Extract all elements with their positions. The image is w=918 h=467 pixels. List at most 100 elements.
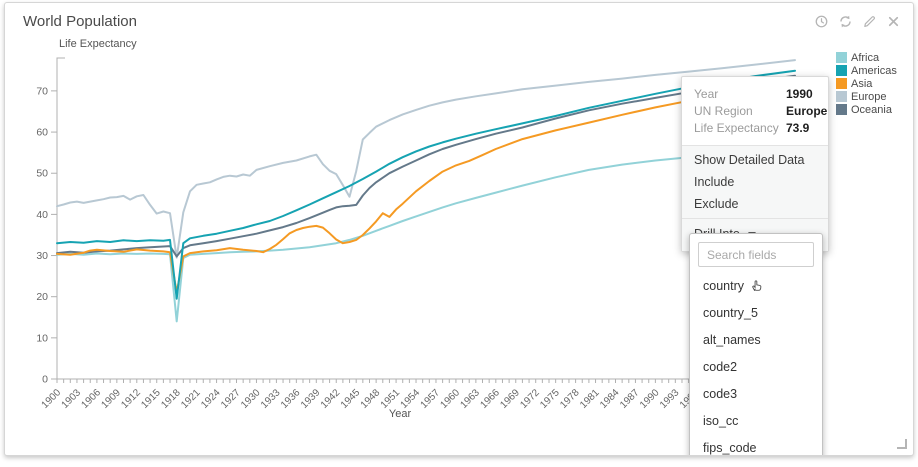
search-fields-input[interactable]: [698, 242, 814, 267]
field-label: country_5: [703, 306, 758, 320]
context-menu-popup: Year 1990 UN Region Europe Life Expectancy 73…: [681, 76, 829, 252]
tooltip-field-label: Life Expectancy: [694, 121, 779, 135]
legend-item-americas[interactable]: Americas: [836, 64, 897, 77]
field-item-country_5[interactable]: country_5: [690, 300, 822, 327]
y-axis: [56, 57, 65, 379]
legend-label: Oceania: [851, 103, 892, 116]
field-label: code3: [703, 387, 738, 401]
x-tick-label: 1984: [598, 387, 622, 411]
x-tick-label: 1900: [40, 387, 64, 411]
datapoint-tooltip: Year 1990 UN Region Europe Life Expectancy 73…: [682, 77, 828, 145]
x-tick-label: 1981: [578, 387, 602, 411]
x-tick-label: 1933: [259, 387, 283, 411]
x-tick-label: 1921: [179, 387, 203, 411]
series-line-oceania[interactable]: [56, 74, 796, 258]
x-tick-label: 1963: [458, 387, 482, 411]
y-tick-label: 70: [36, 85, 48, 97]
x-tick-label: 1936: [279, 387, 303, 411]
legend-label: Africa: [851, 51, 880, 64]
x-tick-label: 1903: [60, 387, 84, 411]
y-tick-label: 50: [36, 168, 48, 180]
tooltip-row: Year 1990: [694, 86, 816, 103]
resize-handle-icon[interactable]: [897, 439, 907, 449]
series-line-africa[interactable]: [56, 144, 796, 323]
x-tick-label: 1912: [119, 387, 143, 411]
field-item-country[interactable]: country: [690, 273, 822, 300]
x-tick-label: 1987: [618, 387, 642, 411]
x-tick-label: 1942: [319, 387, 343, 411]
x-axis-title: Year: [388, 408, 412, 420]
y-axis-title: Life Expectancy: [59, 38, 137, 50]
widget-toolbar: [814, 14, 901, 29]
legend-swatch-icon: [836, 65, 847, 76]
legend-label: Europe: [851, 90, 887, 103]
legend-label: Americas: [851, 64, 897, 77]
tooltip-row: UN Region Europe: [694, 103, 827, 120]
tooltip-field-value: 1990: [786, 87, 813, 101]
legend-swatch-icon: [836, 78, 847, 89]
x-tick-label: 1975: [538, 387, 562, 411]
y-tick-label: 30: [36, 250, 48, 262]
x-tick-label: 1990: [638, 387, 662, 411]
x-tick-label: 1918: [159, 387, 183, 411]
history-icon[interactable]: [814, 14, 829, 29]
x-tick-label: 1993: [658, 387, 682, 411]
field-label: code2: [703, 360, 738, 374]
x-tick-label: 1972: [518, 387, 542, 411]
field-item-iso_cc[interactable]: iso_cc: [690, 408, 822, 435]
legend-item-asia[interactable]: Asia: [836, 77, 897, 90]
x-tick-label: 1909: [99, 387, 123, 411]
legend-label: Asia: [851, 77, 873, 90]
x-tick-label: 1939: [299, 387, 323, 411]
y-tick-label: 20: [36, 291, 48, 303]
drill-field-dropdown: country country_5 alt_names code2 code3 iso_c…: [689, 233, 823, 455]
legend-swatch-icon: [836, 91, 847, 102]
x-tick-label: 1930: [239, 387, 263, 411]
x-tick-label: 1906: [80, 387, 104, 411]
field-label: country: [703, 279, 744, 293]
x-tick-label: 1966: [478, 387, 502, 411]
hand-cursor-icon: [752, 280, 762, 291]
menu-item-show-detailed-data[interactable]: Show Detailed Data: [694, 153, 805, 167]
y-tick-label: 0: [42, 374, 48, 386]
field-list: country country_5 alt_names code2 code3 iso_c…: [690, 273, 822, 455]
tooltip-row: Life Expectancy 73.9: [694, 120, 816, 137]
legend-swatch-icon: [836, 52, 847, 63]
field-item-code3[interactable]: code3: [690, 381, 822, 408]
line-chart[interactable]: 0102030405060701900190319061909191219151…: [5, 3, 913, 455]
field-label: alt_names: [703, 333, 761, 347]
y-tick-label: 60: [36, 127, 48, 139]
field-label: fips_code: [703, 441, 757, 455]
tooltip-field-value: Europe: [786, 104, 828, 118]
x-tick-label: 1915: [139, 387, 163, 411]
field-item-fips_code[interactable]: fips_code: [690, 435, 822, 455]
tooltip-field-label: Year: [694, 87, 719, 101]
x-tick-label: 1927: [219, 387, 243, 411]
edit-icon[interactable]: [862, 14, 877, 29]
refresh-icon[interactable]: [838, 14, 853, 29]
field-item-code2[interactable]: code2: [690, 354, 822, 381]
series-line-americas[interactable]: [56, 69, 796, 300]
menu-item-include[interactable]: Include: [694, 175, 735, 189]
page-title: World Population: [23, 13, 137, 30]
legend-swatch-icon: [836, 104, 847, 115]
field-item-alt_names[interactable]: alt_names: [690, 327, 822, 354]
menu-divider: [682, 218, 828, 219]
y-tick-label: 40: [36, 209, 48, 221]
x-tick-label: 1978: [558, 387, 582, 411]
widget-panel: 0 10 20 30 40 50 60 70 1900 1903 1906 1909 1912 1915 1…: [4, 2, 914, 456]
legend-item-oceania[interactable]: Oceania: [836, 103, 897, 116]
x-tick-label: 1969: [498, 387, 522, 411]
legend-item-europe[interactable]: Europe: [836, 90, 897, 103]
x-tick-label: 1924: [199, 387, 223, 411]
menu-item-exclude[interactable]: Exclude: [694, 197, 739, 211]
legend-item-africa[interactable]: Africa: [836, 51, 897, 64]
tooltip-field-value: 73.9: [786, 121, 810, 135]
field-label: iso_cc: [703, 414, 739, 428]
series-line-asia[interactable]: [56, 81, 796, 294]
series-line-europe[interactable]: [56, 59, 796, 259]
chart-legend: Africa Americas Asia Europe Oceania: [836, 51, 897, 116]
close-icon[interactable]: [886, 14, 901, 29]
y-tick-label: 10: [36, 332, 48, 344]
tooltip-field-label: UN Region: [694, 104, 753, 118]
